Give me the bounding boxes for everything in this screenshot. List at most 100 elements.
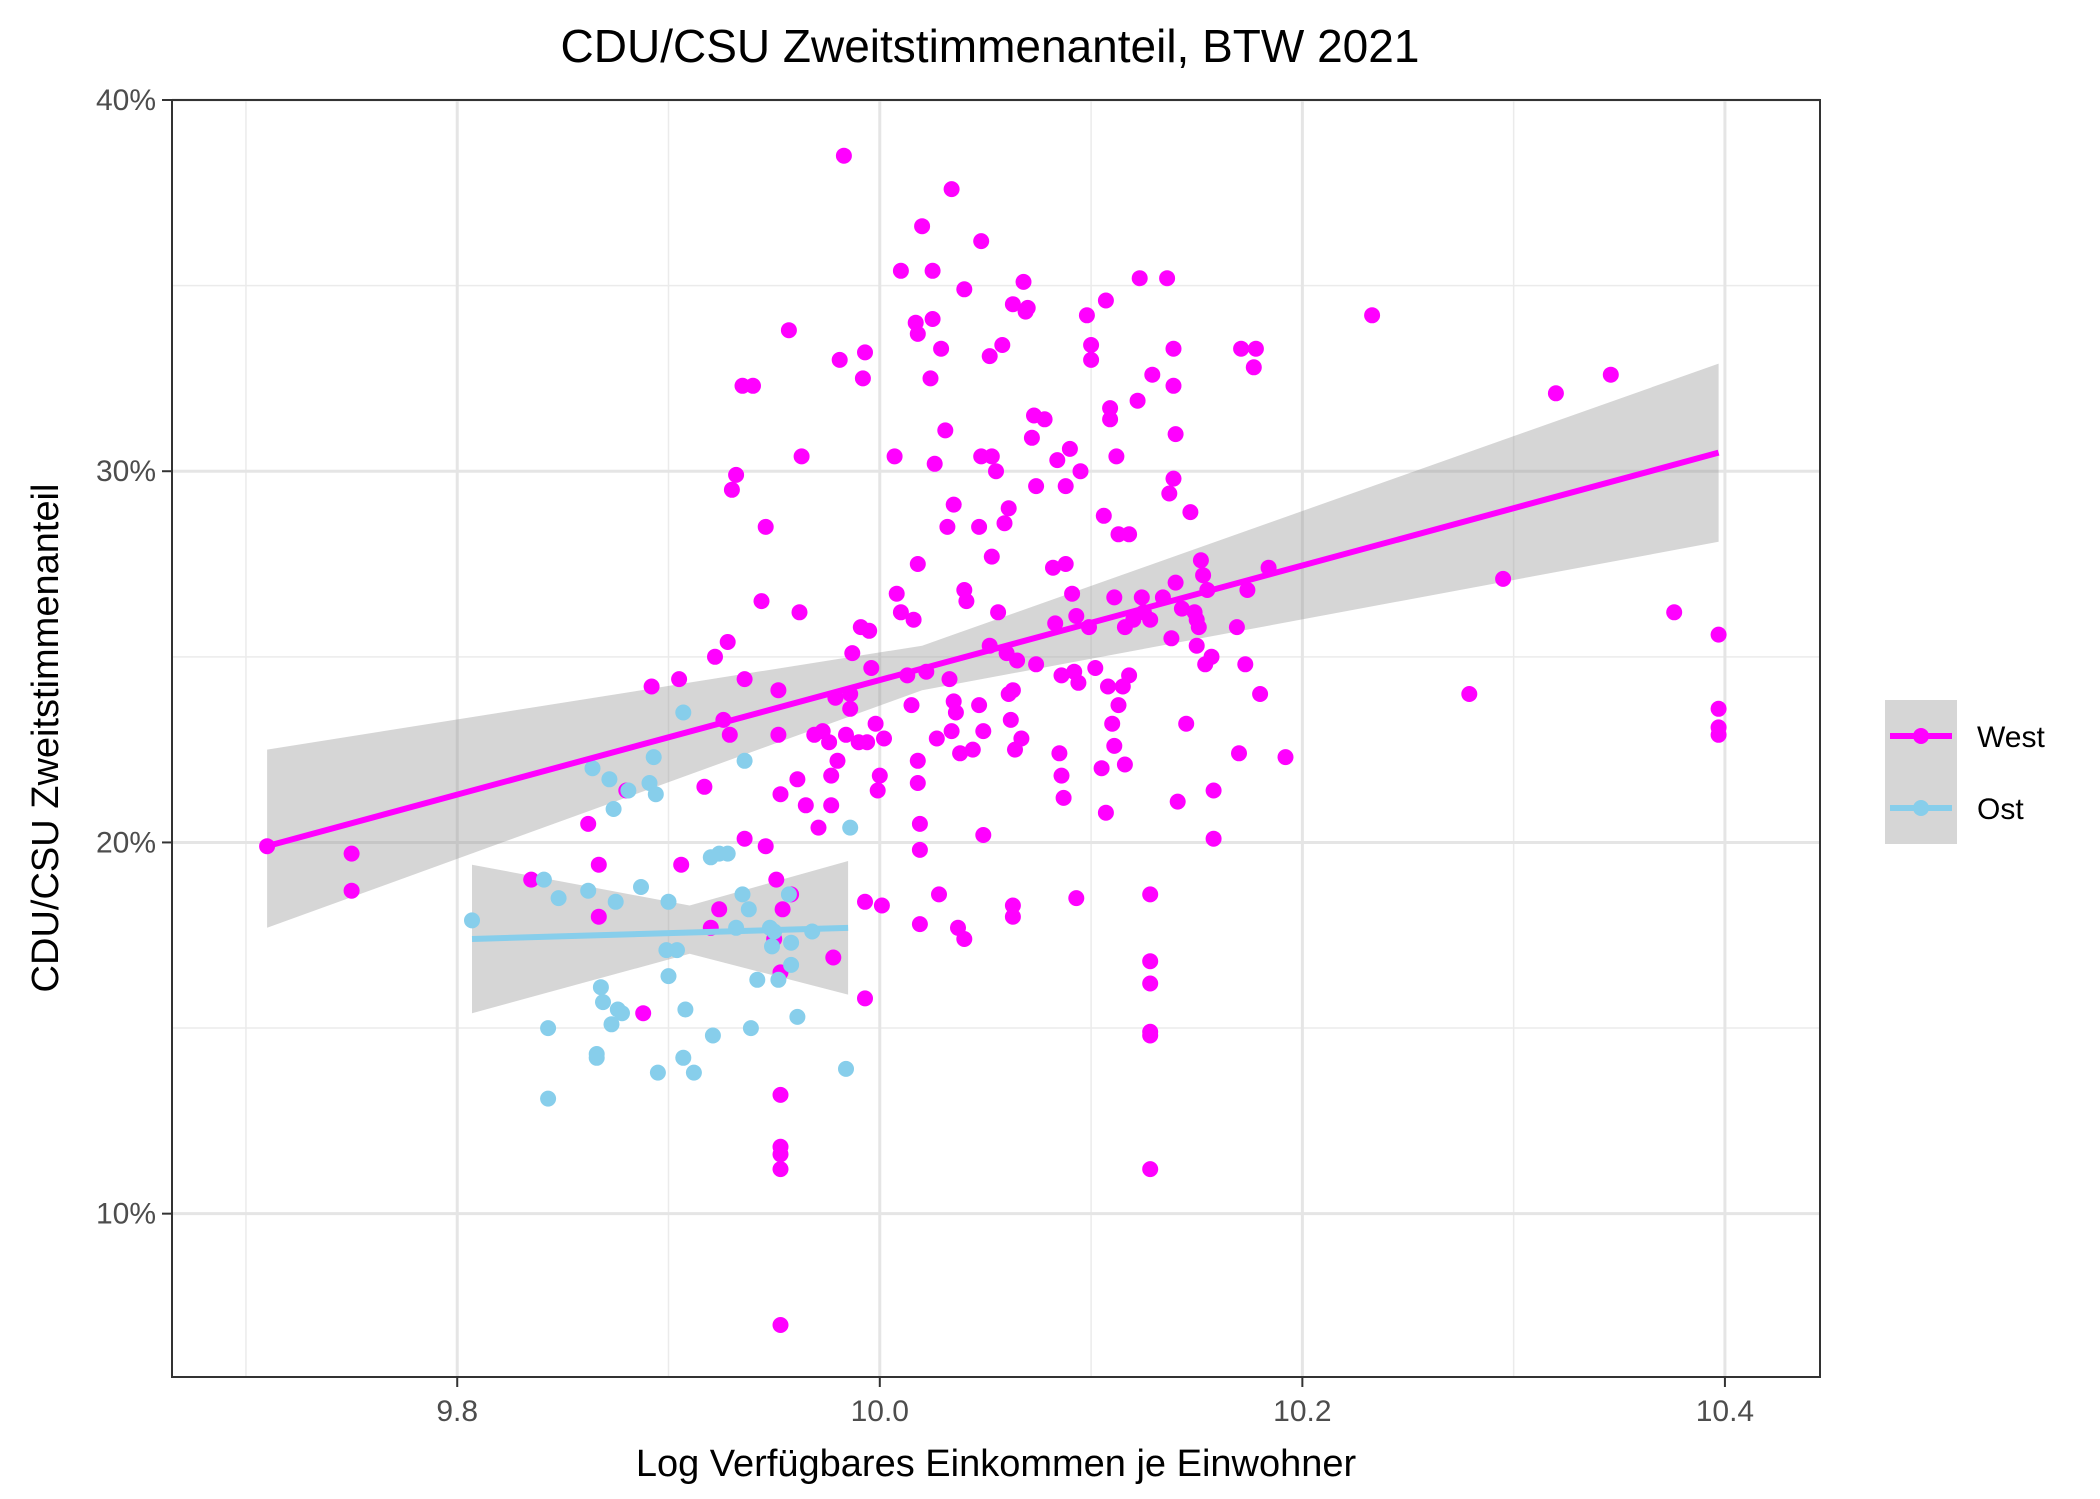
data-point-ost [633,879,649,895]
data-point-west [1188,637,1205,654]
data-point-west [1004,897,1021,914]
data-point-west [719,634,736,650]
data-point-west [1495,570,1512,587]
data-point-ost [675,704,692,721]
data-point-west [869,782,886,799]
data-point-west [1068,608,1085,624]
data-point-west [1057,478,1074,495]
plot-panel [171,98,1821,1378]
legend-point-ost [1913,800,1929,816]
data-point-ost [592,979,609,996]
data-point-west [857,990,873,1007]
data-points [259,147,1727,1333]
data-point-west [1121,526,1138,543]
data-point-west [857,344,873,361]
data-point-west [696,778,713,795]
data-point-ost [620,782,637,799]
data-point-west [956,931,973,947]
data-point-west [1064,585,1081,602]
data-point-west [1102,411,1119,428]
data-point-west [1277,749,1294,766]
data-point-west [973,233,990,250]
data-point-ost [704,1027,721,1044]
data-point-west [1173,600,1190,617]
data-point-west [909,325,926,342]
panel-background [172,100,1820,1377]
data-point-ost [584,760,601,777]
data-point-ost [540,1090,557,1107]
data-point-west [1068,890,1085,907]
data-point-west [911,916,928,933]
data-point-west [971,697,988,714]
data-point-west [941,671,958,688]
data-point-west [863,660,880,676]
data-point-west [774,901,791,918]
data-point-ost [535,871,552,888]
data-point-west [810,819,827,836]
data-point-west [886,448,903,465]
data-point-west [1190,619,1207,636]
data-point-ost [764,938,780,955]
data-point-west [1009,652,1026,669]
data-point-west [1028,656,1045,673]
data-point-west [859,734,876,751]
data-point-west [1461,686,1478,702]
data-point-west [1013,730,1030,747]
data-point-west [1097,804,1114,821]
data-point-west [1192,552,1209,569]
regression-lines [266,449,1720,942]
data-point-west [1110,697,1127,714]
data-point-west [757,518,774,535]
data-point-west [1161,485,1178,502]
data-point-west [1167,574,1184,591]
data-point-west [1142,1161,1159,1178]
data-point-ost [677,1001,694,1018]
data-point-west [947,704,964,721]
data-point-west [1083,351,1100,368]
data-point-ost [550,890,567,907]
data-point-ost [783,934,800,951]
data-point-ost [749,971,766,988]
data-point-west [1104,715,1121,732]
data-point-west [1205,830,1222,847]
data-point-west [1247,340,1264,357]
data-point-west [975,827,992,843]
data-point-west [343,845,360,862]
data-point-west [1710,726,1727,743]
data-point-west [996,515,1013,532]
data-point-west [1057,556,1074,572]
legend-point-west [1913,728,1929,744]
data-point-west [772,1317,789,1333]
data-point-west [671,671,688,688]
data-point-west [772,1146,789,1163]
data-point-west [1072,463,1089,480]
data-point-west [1142,1027,1159,1044]
data-point-west [1116,756,1133,773]
y-tick-label: 30% [96,455,156,488]
data-point-ost [780,886,797,903]
regression-line-ost [471,924,849,942]
data-point-west [924,262,941,279]
x-tick-label: 10.4 [1696,1395,1754,1428]
panel-border [171,99,1821,1378]
data-point-ost [647,786,664,803]
data-point-west [772,1161,789,1178]
data-point-west [983,448,1000,465]
data-point-west [1002,711,1019,728]
legend-label-west: West [1977,721,2045,754]
data-point-west [635,1005,652,1022]
data-point-west [943,723,960,740]
data-point-west [981,348,998,365]
data-point-west [1203,648,1220,665]
data-point-west [1053,767,1070,784]
data-point-west [1231,745,1247,762]
data-point-west [343,882,360,899]
data-point-west [1131,270,1148,287]
data-point-west [1028,478,1045,495]
data-point-west [909,752,926,769]
data-point-west [1547,385,1564,402]
data-point-west [745,377,761,394]
regression-line-west [266,449,1720,850]
data-point-west [829,752,846,769]
data-point-west [1100,678,1116,695]
